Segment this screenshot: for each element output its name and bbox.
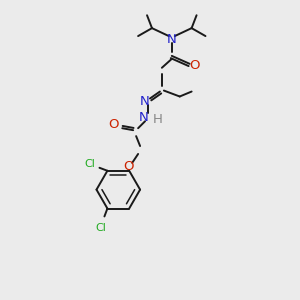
Text: Cl: Cl	[84, 159, 95, 169]
Text: O: O	[189, 59, 200, 72]
Text: N: N	[140, 95, 150, 108]
Text: O: O	[123, 160, 134, 173]
Text: N: N	[139, 111, 149, 124]
Text: O: O	[108, 118, 119, 131]
Text: Cl: Cl	[95, 223, 106, 233]
Text: N: N	[167, 32, 177, 46]
Text: H: H	[153, 113, 163, 126]
